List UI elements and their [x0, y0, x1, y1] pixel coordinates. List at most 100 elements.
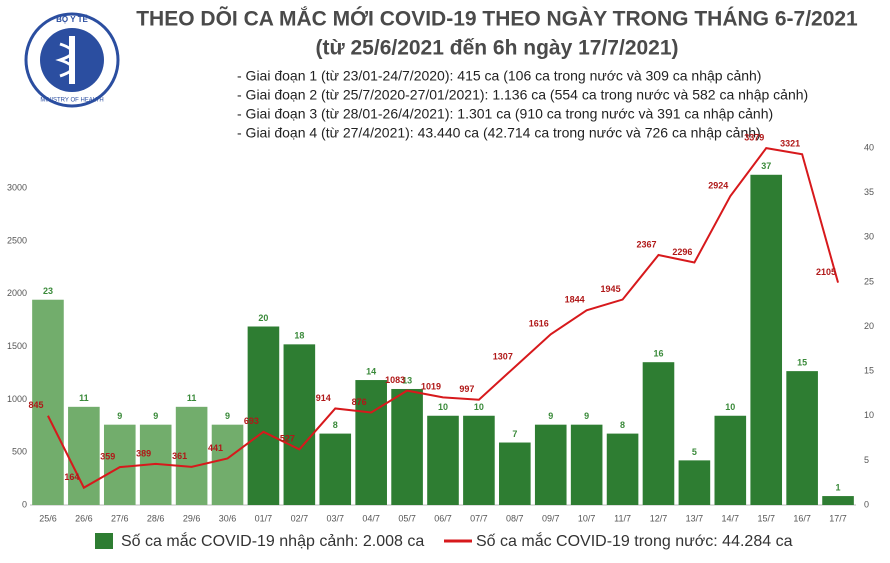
bar: [786, 371, 818, 505]
bar-label: 1: [836, 482, 841, 492]
bar: [570, 424, 603, 505]
bar-label: 7: [512, 429, 517, 439]
x-tick-label: 16/7: [793, 513, 811, 523]
x-tick-label: 06/7: [434, 513, 452, 523]
line-label: 1019: [421, 382, 441, 392]
line-label: 845: [28, 400, 43, 410]
y-tick-label: 1500: [7, 341, 27, 351]
note: - Giai đoạn 4 (từ 27/4/2021): 43.440 ca …: [237, 125, 761, 141]
line-label: 2296: [672, 247, 692, 257]
bar-label: 9: [584, 411, 589, 421]
bar: [68, 406, 100, 505]
bar: [355, 380, 387, 505]
x-tick-label: 25/6: [39, 513, 57, 523]
y-tick-label: 2500: [7, 235, 27, 245]
x-tick-label: 17/7: [829, 513, 847, 523]
bar: [319, 433, 352, 505]
x-tick-label: 26/6: [75, 513, 93, 523]
bar: [606, 433, 639, 505]
line-label: 1945: [601, 284, 621, 294]
logo: BỘ Y TẾ MINISTRY OF HEALTH: [24, 12, 120, 108]
bar: [103, 424, 136, 505]
line-label: 2367: [636, 239, 656, 249]
logo-top: BỘ Y TẾ: [56, 14, 88, 24]
bar: [32, 299, 64, 505]
line-label: 389: [136, 448, 151, 458]
line-label: 693: [244, 416, 259, 426]
y2-tick-label: 35: [864, 187, 874, 197]
bar-label: 23: [43, 286, 53, 296]
bar-label: 9: [153, 411, 158, 421]
chart-title: THEO DÕI CA MẮC MỚI COVID-19 THEO NGÀY T…: [136, 7, 858, 31]
note: - Giai đoạn 1 (từ 23/01-24/7/2020): 415 …: [237, 68, 761, 84]
bar: [391, 388, 423, 505]
y-tick-label: 0: [22, 499, 27, 509]
x-tick-label: 01/7: [255, 513, 273, 523]
legend-label: Số ca mắc COVID-19 trong nước: 44.284 ca: [476, 531, 793, 550]
y2-tick-label: 30: [864, 232, 874, 242]
bar-label: 20: [258, 313, 268, 323]
x-tick-label: 29/6: [183, 513, 201, 523]
legend-label: Số ca mắc COVID-19 nhập cảnh: 2.008 ca: [121, 531, 424, 550]
x-tick-label: 13/7: [686, 513, 704, 523]
bar-label: 8: [620, 420, 625, 430]
x-tick-label: 10/7: [578, 513, 596, 523]
line-label: 3379: [744, 132, 764, 142]
x-tick-label: 05/7: [398, 513, 416, 523]
y2-tick-label: 20: [864, 321, 874, 331]
bar-label: 11: [187, 393, 197, 403]
x-tick-label: 12/7: [650, 513, 668, 523]
y2-tick-label: 25: [864, 276, 874, 286]
y2-tick-label: 10: [864, 410, 874, 420]
y2-tick-label: 40: [864, 142, 874, 152]
line-label: 527: [280, 434, 295, 444]
bar: [283, 344, 316, 505]
legend-swatch: [95, 533, 113, 549]
bar-label: 15: [797, 358, 807, 368]
y2-tick-label: 0: [864, 499, 869, 509]
bar: [678, 460, 711, 505]
bar-label: 13: [402, 375, 412, 385]
bar: [463, 415, 495, 505]
bar-label: 14: [366, 366, 376, 376]
bar-label: 5: [692, 447, 697, 457]
bar-label: 18: [294, 331, 304, 341]
bar: [642, 362, 675, 505]
bar: [714, 415, 747, 505]
line-label: 1083: [385, 375, 405, 385]
bar-label: 16: [653, 349, 663, 359]
bar: [247, 326, 280, 505]
bar: [175, 406, 208, 505]
line-label: 359: [100, 451, 115, 461]
bar: [534, 424, 567, 505]
bar: [750, 174, 783, 505]
bar-label: 10: [725, 402, 735, 412]
line-label: 1616: [529, 319, 549, 329]
bar: [427, 415, 459, 505]
y-tick-label: 3000: [7, 183, 27, 193]
x-tick-label: 28/6: [147, 513, 165, 523]
line-label: 2105: [816, 267, 836, 277]
bar-label: 11: [79, 393, 89, 403]
y-tick-label: 1000: [7, 394, 27, 404]
x-tick-label: 27/6: [111, 513, 129, 523]
y2-tick-label: 15: [864, 366, 874, 376]
bar-label: 10: [474, 402, 484, 412]
chart-subtitle: (từ 25/6/2021 đến 6h ngày 17/7/2021): [315, 37, 678, 60]
x-tick-label: 07/7: [470, 513, 488, 523]
note: - Giai đoạn 2 (từ 25/7/2020-27/01/2021):…: [237, 87, 808, 103]
bar-label: 8: [333, 420, 338, 430]
line-label: 914: [316, 393, 331, 403]
bar: [499, 442, 531, 505]
note: - Giai đoạn 3 (từ 28/01-26/4/2021): 1.30…: [237, 106, 773, 122]
line-label: 361: [172, 451, 187, 461]
line-label: 1307: [493, 351, 513, 361]
x-tick-label: 02/7: [291, 513, 309, 523]
x-tick-label: 04/7: [362, 513, 380, 523]
bar-label: 9: [548, 411, 553, 421]
y-tick-label: 500: [12, 447, 27, 457]
line-label: 2924: [708, 181, 728, 191]
line-label: 997: [459, 384, 474, 394]
x-tick-label: 03/7: [326, 513, 344, 523]
